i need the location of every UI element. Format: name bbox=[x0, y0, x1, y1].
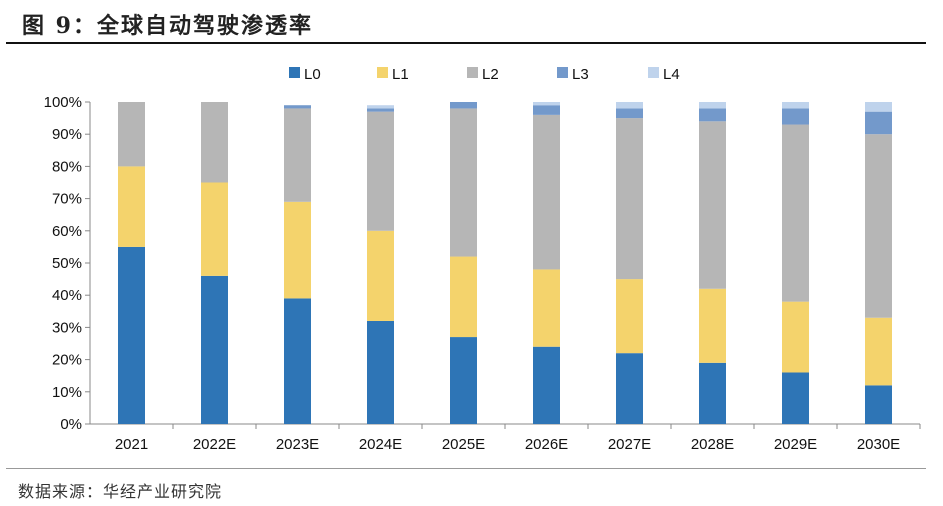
bar-segment-l3 bbox=[284, 105, 311, 109]
bar-segment-l2 bbox=[284, 108, 311, 202]
bar-segment-l2 bbox=[367, 111, 394, 231]
bar-segment-l3 bbox=[782, 108, 809, 125]
bar-segment-l1 bbox=[533, 269, 560, 347]
bar-segment-l1 bbox=[118, 166, 145, 247]
y-tick-label: 60% bbox=[52, 223, 82, 240]
bar-segment-l0 bbox=[782, 372, 809, 424]
y-tick-label: 80% bbox=[52, 158, 82, 175]
bar-segment-l1 bbox=[201, 182, 228, 276]
y-tick-label: 100% bbox=[44, 94, 82, 111]
x-tick-label: 2021 bbox=[115, 436, 148, 453]
bar-segment-l0 bbox=[201, 275, 228, 424]
bar-segment-l1 bbox=[699, 288, 726, 363]
bar-segment-l3 bbox=[367, 108, 394, 112]
title-divider bbox=[6, 42, 926, 44]
source-note: 数据来源：华经产业研究院 bbox=[18, 482, 223, 501]
bar-segment-l3 bbox=[533, 105, 560, 115]
bar-segment-l4 bbox=[367, 105, 394, 109]
figure-title: 图 9：全球自动驾驶渗透率 bbox=[22, 13, 313, 39]
x-tick-label: 2023E bbox=[276, 436, 319, 453]
bar-segment-l1 bbox=[284, 201, 311, 299]
bar-segment-l0 bbox=[450, 337, 477, 424]
bar-segment-l4 bbox=[782, 102, 809, 109]
x-tick-label: 2024E bbox=[359, 436, 402, 453]
bar-segment-l1 bbox=[367, 230, 394, 321]
legend-label-l3: L3 bbox=[572, 66, 589, 83]
bar-segment-l2 bbox=[201, 102, 228, 183]
y-tick-label: 70% bbox=[52, 191, 82, 208]
bar-segment-l0 bbox=[533, 346, 560, 424]
legend-swatch-l0 bbox=[289, 67, 300, 78]
bar-segment-l4 bbox=[533, 102, 560, 106]
x-tick-label: 2030E bbox=[857, 436, 900, 453]
bar-segment-l2 bbox=[782, 124, 809, 302]
bar-segment-l2 bbox=[118, 102, 145, 167]
legend-label-l0: L0 bbox=[304, 66, 321, 83]
x-tick-label: 2027E bbox=[608, 436, 651, 453]
y-tick-label: 10% bbox=[52, 384, 82, 401]
bar-segment-l2 bbox=[699, 121, 726, 289]
stacked-bar-chart: 0% 10% 20% 30% 40% 50% 60% 70% 80% 90% 100% 2021 202… bbox=[44, 66, 921, 453]
legend-swatch-l2 bbox=[467, 67, 478, 78]
bar-segment-l3 bbox=[699, 108, 726, 122]
bar-segment-l0 bbox=[865, 385, 892, 424]
y-tick-label: 20% bbox=[52, 352, 82, 369]
bar-segment-l1 bbox=[450, 256, 477, 338]
legend-label-l1: L1 bbox=[392, 66, 409, 83]
bar-segment-l4 bbox=[616, 102, 643, 109]
bar-segment-l2 bbox=[450, 108, 477, 257]
y-tick-label: 0% bbox=[60, 416, 82, 433]
legend-swatch-l1 bbox=[377, 67, 388, 78]
legend-label-l2: L2 bbox=[482, 66, 499, 83]
bar-segment-l0 bbox=[699, 362, 726, 424]
y-tick-label: 30% bbox=[52, 319, 82, 336]
bar-segment-l1 bbox=[782, 301, 809, 373]
bar-segment-l0 bbox=[118, 246, 145, 424]
y-tick-label: 50% bbox=[52, 255, 82, 272]
bar-segment-l1 bbox=[616, 279, 643, 354]
y-tick-label: 40% bbox=[52, 287, 82, 304]
bar-segment-l0 bbox=[367, 320, 394, 424]
bar-segment-l1 bbox=[865, 317, 892, 386]
x-tick-label: 2026E bbox=[525, 436, 568, 453]
bar-segment-l4 bbox=[865, 102, 892, 112]
y-tick-label: 90% bbox=[52, 126, 82, 143]
bar-segment-l2 bbox=[616, 118, 643, 280]
bar-segment-l2 bbox=[865, 134, 892, 318]
bar-segment-l2 bbox=[533, 114, 560, 270]
bar-segment-l0 bbox=[284, 298, 311, 424]
bar-segment-l3 bbox=[450, 102, 477, 109]
x-tick-label: 2025E bbox=[442, 436, 485, 453]
legend-label-l4: L4 bbox=[663, 66, 680, 83]
legend-swatch-l3 bbox=[557, 67, 568, 78]
x-tick-label: 2028E bbox=[691, 436, 734, 453]
bar-segment-l3 bbox=[616, 108, 643, 119]
bar-segment-l0 bbox=[616, 353, 643, 424]
legend-swatch-l4 bbox=[648, 67, 659, 78]
source-divider bbox=[6, 468, 926, 469]
bar-segment-l3 bbox=[865, 111, 892, 135]
x-tick-label: 2022E bbox=[193, 436, 236, 453]
x-tick-label: 2029E bbox=[774, 436, 817, 453]
bar-segment-l4 bbox=[699, 102, 726, 109]
